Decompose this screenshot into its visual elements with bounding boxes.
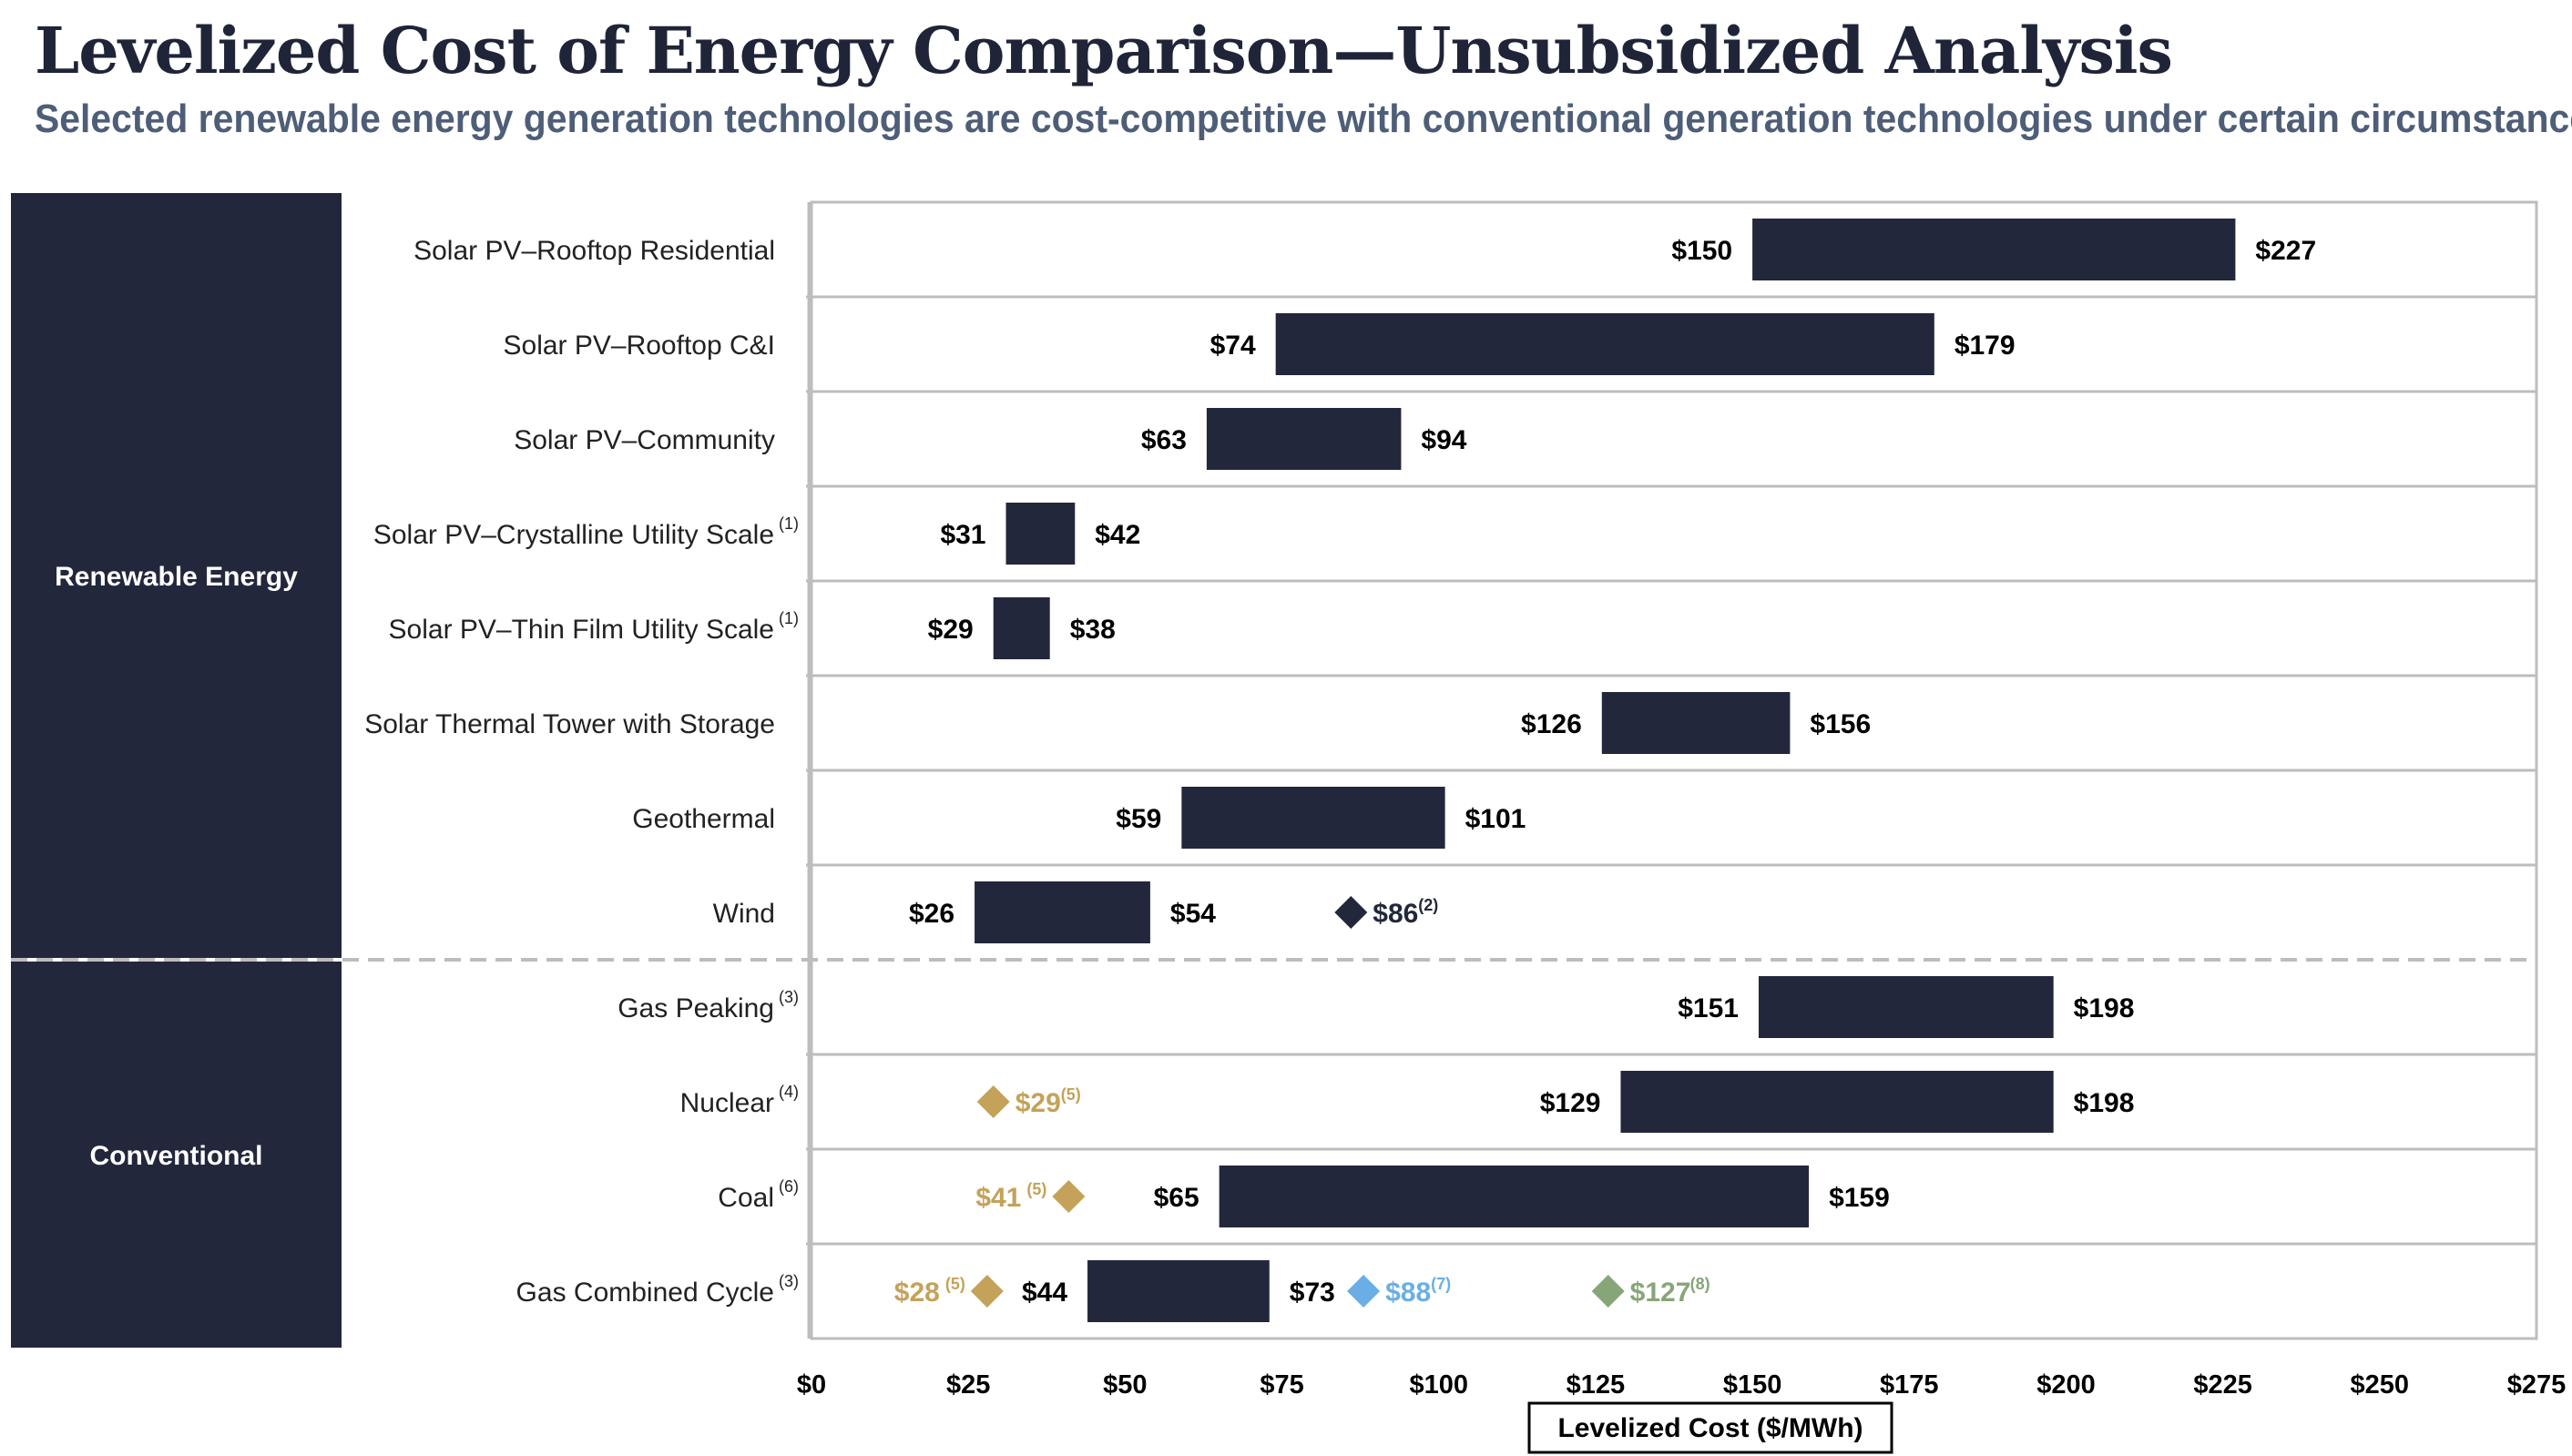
marker-footnote: (5): [945, 1275, 965, 1293]
category-footnote: (4): [779, 1083, 799, 1101]
bar-low-label: $74: [1210, 331, 1256, 361]
group-panel-conventional: [11, 962, 342, 1348]
range-bar: [1219, 1166, 1810, 1227]
x-axis-title: Levelized Cost ($/MWh): [1557, 1413, 1863, 1443]
range-bar: [1005, 503, 1076, 565]
category-label: Nuclear: [680, 1088, 774, 1118]
bar-high-label: $94: [1421, 425, 1466, 455]
x-tick-label: $200: [2036, 1370, 2096, 1400]
bar-high-label: $227: [2255, 236, 2316, 266]
bar-low-label: $29: [928, 615, 974, 645]
range-bar: [975, 881, 1150, 943]
range-bar: [1620, 1071, 2054, 1133]
marker-footnote: (5): [1061, 1085, 1081, 1104]
range-bar: [1181, 787, 1445, 849]
marker-footnote: (7): [1431, 1275, 1451, 1293]
marker-footnote: (8): [1690, 1275, 1710, 1293]
category-label: Solar PV–Community: [514, 425, 775, 455]
bar-high-label: $38: [1070, 615, 1116, 645]
x-tick-label: $125: [1567, 1370, 1626, 1400]
marker-label: $86: [1373, 899, 1418, 929]
category-label: Solar PV–Thin Film Utility Scale: [389, 615, 774, 645]
x-tick-label: $25: [946, 1370, 990, 1400]
x-tick-label: $225: [2193, 1370, 2252, 1400]
category-label: Solar PV–Rooftop C&I: [504, 331, 776, 361]
x-axis-title-box: [1527, 1401, 1893, 1454]
range-bar: [1758, 976, 2054, 1038]
page-title: Levelized Cost of Energy Comparison—Unsu…: [35, 13, 2173, 88]
category-label: Gas Combined Cycle: [516, 1278, 774, 1308]
diamond-marker: [970, 1275, 1004, 1308]
category-footnote: (1): [779, 609, 799, 627]
bar-high-label: $54: [1170, 899, 1216, 929]
bar-high-label: $179: [1955, 331, 2016, 361]
range-bar: [1752, 219, 2236, 280]
bar-high-label: $198: [2074, 1088, 2135, 1118]
bar-low-label: $59: [1116, 804, 1161, 834]
marker-label: $41: [975, 1183, 1021, 1213]
marker-footnote: (2): [1418, 896, 1438, 914]
bar-low-label: $26: [909, 899, 954, 929]
bar-low-label: $126: [1521, 709, 1582, 739]
bar-high-label: $156: [1810, 709, 1871, 739]
range-bar: [1275, 313, 1934, 375]
range-bar: [993, 597, 1050, 659]
bar-high-label: $101: [1465, 804, 1526, 834]
bar-high-label: $159: [1829, 1183, 1890, 1213]
diamond-marker: [1347, 1275, 1381, 1308]
category-footnote: (3): [779, 988, 799, 1006]
bar-low-label: $151: [1678, 993, 1739, 1023]
x-tick-label: $100: [1409, 1370, 1468, 1400]
bar-low-label: $129: [1540, 1088, 1601, 1118]
category-label: Coal: [718, 1183, 774, 1213]
bar-high-label: $73: [1290, 1278, 1335, 1308]
bar-high-label: $42: [1095, 520, 1140, 550]
x-tick-label: $0: [797, 1370, 826, 1400]
group-panel-renewable: [11, 193, 342, 958]
page-subtitle: Selected renewable energy generation tec…: [35, 97, 2572, 141]
range-bar: [1601, 692, 1791, 754]
category-label: Solar Thermal Tower with Storage: [364, 709, 775, 739]
x-tick-label: $275: [2507, 1370, 2567, 1400]
category-footnote: (6): [779, 1177, 799, 1196]
marker-label: $88: [1385, 1278, 1431, 1308]
diamond-marker: [976, 1085, 1010, 1118]
range-bar: [1206, 408, 1402, 470]
x-tick-label: $175: [1880, 1370, 1939, 1400]
category-label: Geothermal: [632, 804, 775, 834]
marker-label: $127: [1630, 1278, 1691, 1308]
range-bar: [1087, 1260, 1270, 1322]
bar-low-label: $63: [1141, 425, 1187, 455]
x-tick-label: $50: [1103, 1370, 1147, 1400]
category-label: Wind: [713, 899, 775, 929]
bar-low-label: $65: [1154, 1183, 1199, 1213]
bar-low-label: $150: [1671, 236, 1732, 266]
group-label: Renewable Energy: [55, 562, 298, 592]
category-footnote: (3): [779, 1272, 799, 1290]
category-footnote: (1): [779, 514, 799, 533]
x-tick-label: $75: [1260, 1370, 1303, 1400]
category-label: Solar PV–Crystalline Utility Scale: [373, 520, 774, 550]
bar-high-label: $198: [2074, 993, 2135, 1023]
marker-label: $28: [894, 1278, 940, 1308]
group-label: Conventional: [89, 1141, 262, 1171]
bar-low-label: $31: [940, 520, 985, 550]
marker-label: $29: [1016, 1088, 1061, 1118]
marker-footnote: (5): [1026, 1180, 1046, 1198]
bar-low-label: $44: [1022, 1278, 1067, 1308]
x-tick-label: $250: [2351, 1370, 2410, 1400]
diamond-marker: [1334, 896, 1368, 929]
category-label: Gas Peaking: [617, 993, 774, 1023]
category-label: Solar PV–Rooftop Residential: [413, 236, 775, 266]
diamond-marker: [1052, 1180, 1086, 1213]
x-tick-label: $150: [1723, 1370, 1782, 1400]
diamond-marker: [1591, 1275, 1625, 1308]
